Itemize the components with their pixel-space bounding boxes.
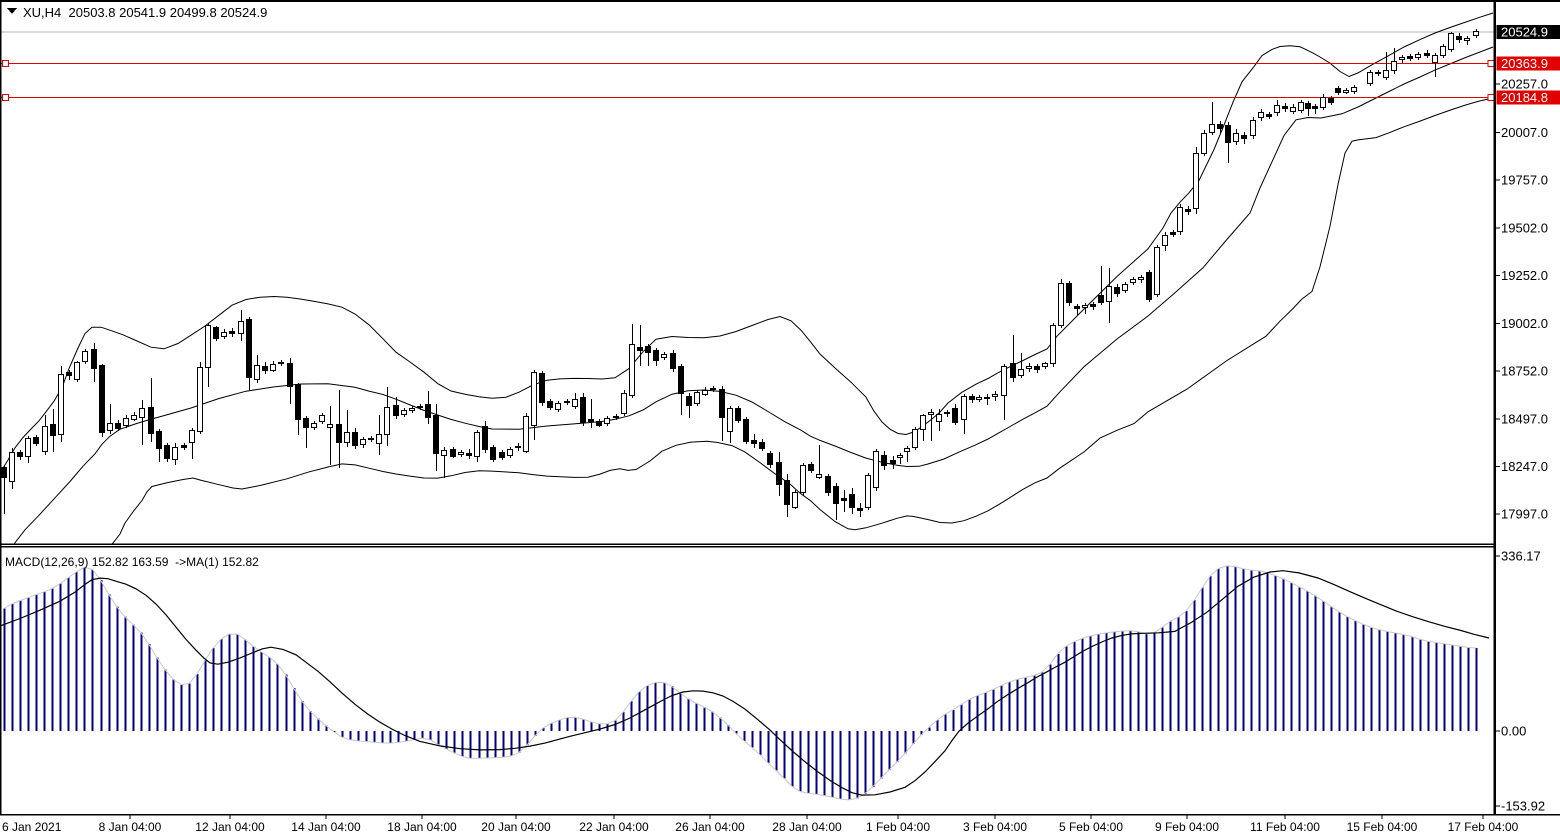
svg-text:20 Jan 04:00: 20 Jan 04:00	[481, 820, 551, 834]
svg-text:18497.0: 18497.0	[1501, 412, 1548, 427]
svg-text:5 Feb 04:00: 5 Feb 04:00	[1059, 820, 1123, 834]
svg-text:19252.0: 19252.0	[1501, 268, 1548, 283]
svg-text:3 Feb 04:00: 3 Feb 04:00	[963, 820, 1027, 834]
svg-text:19002.0: 19002.0	[1501, 316, 1548, 331]
svg-text:8 Jan 04:00: 8 Jan 04:00	[99, 820, 162, 834]
svg-text:19757.0: 19757.0	[1501, 173, 1548, 188]
svg-text:9 Feb 04:00: 9 Feb 04:00	[1155, 820, 1219, 834]
svg-text:20524.9: 20524.9	[1501, 25, 1548, 40]
svg-text:20184.8: 20184.8	[1501, 90, 1548, 105]
svg-text:XU,H4 20503.8 20541.9 20499.8: XU,H4 20503.8 20541.9 20499.8 20524.9	[23, 5, 267, 20]
svg-text:17 Feb 04:00: 17 Feb 04:00	[1448, 820, 1519, 834]
svg-text:20363.9: 20363.9	[1501, 56, 1548, 71]
svg-text:1 Feb 04:00: 1 Feb 04:00	[866, 820, 930, 834]
svg-text:14 Jan 04:00: 14 Jan 04:00	[291, 820, 361, 834]
svg-text:26 Jan 04:00: 26 Jan 04:00	[675, 820, 745, 834]
svg-text:28 Jan 04:00: 28 Jan 04:00	[772, 820, 842, 834]
svg-text:11 Feb 04:00: 11 Feb 04:00	[1250, 820, 1320, 834]
svg-text:18 Jan 04:00: 18 Jan 04:00	[387, 820, 457, 834]
svg-text:18752.0: 18752.0	[1501, 364, 1548, 379]
svg-text:19502.0: 19502.0	[1501, 221, 1548, 236]
svg-text:22 Jan 04:00: 22 Jan 04:00	[579, 820, 649, 834]
svg-text:336.17: 336.17	[1501, 549, 1541, 564]
svg-text:MACD(12,26,9) 152.82 163.59 -: MACD(12,26,9) 152.82 163.59 ->MA(1) 152.…	[5, 555, 259, 569]
svg-text:17997.0: 17997.0	[1501, 507, 1548, 522]
svg-text:20257.0: 20257.0	[1501, 77, 1548, 92]
svg-text:0.00: 0.00	[1501, 724, 1526, 739]
svg-text:12 Jan 04:00: 12 Jan 04:00	[195, 820, 265, 834]
svg-text:6 Jan 2021: 6 Jan 2021	[2, 820, 62, 834]
svg-text:15 Feb 04:00: 15 Feb 04:00	[1347, 820, 1418, 834]
svg-text:18247.0: 18247.0	[1501, 459, 1548, 474]
svg-text:20007.0: 20007.0	[1501, 125, 1548, 140]
svg-text:-153.92: -153.92	[1501, 799, 1545, 814]
